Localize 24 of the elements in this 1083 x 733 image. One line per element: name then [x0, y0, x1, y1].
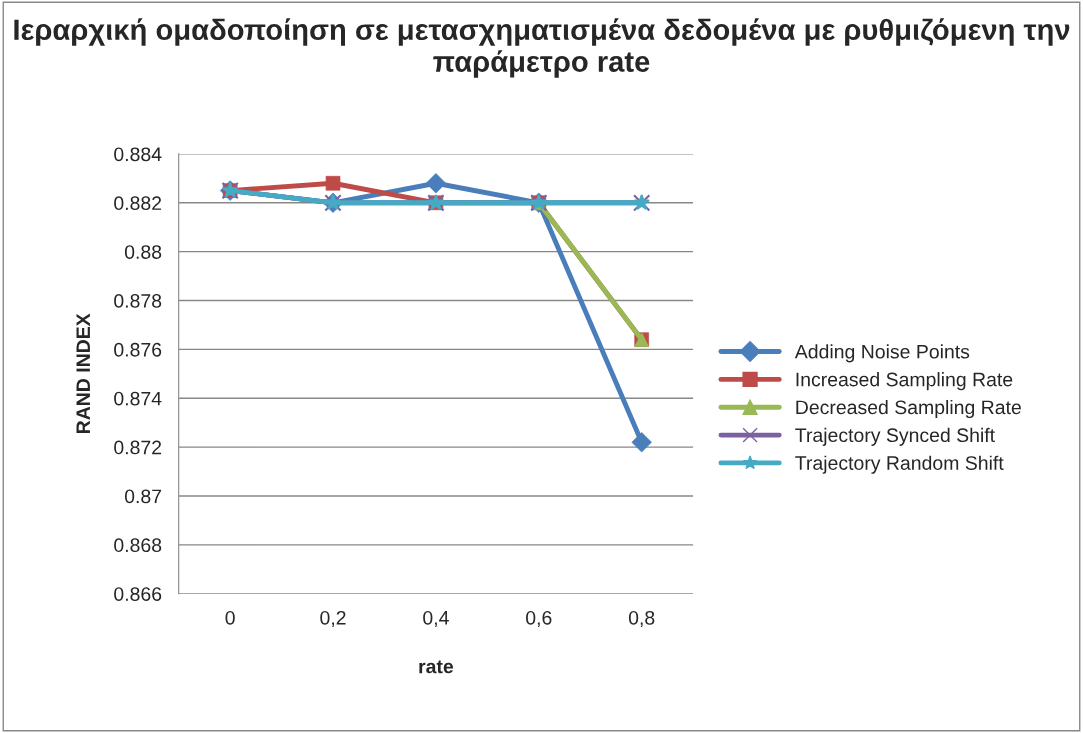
- y-tick-label: 0.872: [114, 440, 162, 455]
- legend-label: Trajectory Synced Shift: [795, 427, 995, 446]
- x-tick-label: 0,2: [320, 610, 346, 627]
- y-tick-label: 0.876: [114, 342, 162, 357]
- legend-label: Adding Noise Points: [794, 344, 970, 363]
- y-tick-label: 0.87: [124, 489, 162, 504]
- chart-title: Ιεραρχική ομαδοποίηση σε μετασχηματισμένα δεδομένα με ρυθμιζόμενη την παράμετρο rate: [14, 18, 1070, 78]
- y-tick-label: 0.88: [124, 245, 162, 259]
- x-tick-label: 0: [225, 610, 235, 625]
- legend-label: Decreased Sampling Rate: [796, 399, 1021, 419]
- y-tick-label: 0.874: [114, 391, 162, 406]
- y-tick-label: 0.882: [114, 196, 162, 211]
- x-tick-label: 0,4: [423, 610, 449, 627]
- y-tick-label: 0.878: [114, 294, 162, 308]
- x-tick-label: 0,6: [526, 610, 552, 627]
- y-axis-title: RAND INDEX: [76, 313, 90, 434]
- x-tick-label: 0,8: [628, 610, 655, 627]
- legend-label: Trajectory Random Shift: [795, 455, 1004, 474]
- x-axis-title: rate: [419, 660, 454, 674]
- y-tick-label: 0.884: [114, 147, 162, 162]
- y-tick-label: 0.868: [114, 538, 162, 553]
- point: [631, 432, 652, 453]
- y-tick-label: 0.866: [114, 587, 162, 601]
- legend-label: Increased Sampling Rate: [796, 372, 1013, 391]
